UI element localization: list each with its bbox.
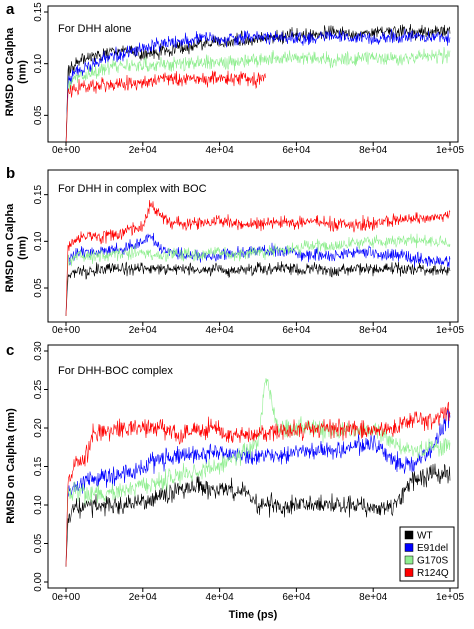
legend-label-g170s: G170S bbox=[417, 556, 448, 567]
x-tick-label-b: 8e+04 bbox=[359, 325, 388, 336]
x-tick-label-c: 8e+04 bbox=[359, 592, 388, 603]
series-line-g170s bbox=[65, 47, 451, 142]
legend-swatch-wt bbox=[404, 530, 414, 540]
y-axis-label-line: RMSD on Calpha (nm) bbox=[5, 408, 17, 524]
y-axis-label-line: RMSD on Calpha bbox=[4, 203, 16, 292]
series-group-c bbox=[65, 378, 451, 567]
y-tick-label-a: 0.10 bbox=[33, 53, 44, 73]
x-tick-label-c: 4e+04 bbox=[206, 592, 235, 603]
x-tick-label-a: 2e+04 bbox=[129, 145, 158, 156]
x-tick-label-b: 0e+00 bbox=[52, 325, 81, 336]
x-tick-label-b: 1e+05 bbox=[436, 325, 465, 336]
legend-swatch-e91del bbox=[404, 543, 414, 552]
series-line-r124q bbox=[65, 199, 451, 317]
y-tick-label-c: 0.10 bbox=[33, 495, 44, 515]
series-line-wt bbox=[65, 23, 451, 142]
y-axis-label-b: RMSD on Calpha(nm) bbox=[4, 203, 29, 292]
series-line-e91del bbox=[65, 232, 451, 317]
y-tick-label-c: 0.30 bbox=[33, 341, 44, 361]
y-tick-label-c: 0.05 bbox=[33, 533, 44, 553]
y-axis-label-a: RMSD on Calpha(nm) bbox=[4, 27, 29, 116]
x-tick-label-c: 2e+04 bbox=[129, 592, 158, 603]
panel-letter-b: b bbox=[6, 165, 15, 182]
legend-swatch-g170s bbox=[404, 555, 414, 565]
panel-letter-c: c bbox=[6, 342, 14, 359]
series-line-wt bbox=[65, 261, 451, 317]
series-group-b bbox=[65, 199, 451, 317]
y-tick-label-a: 0.15 bbox=[33, 2, 44, 22]
chart-panel-c: c For DHH-BOC complex 0.00 0.05 0.10 0.15 0.20… bbox=[5, 341, 464, 621]
legend-label-wt: WT bbox=[417, 531, 433, 542]
series-line-e91del bbox=[65, 28, 451, 142]
y-axis-label-line: (nm) bbox=[17, 236, 29, 260]
series-line-g170s bbox=[65, 233, 451, 317]
y-tick-label-a: 0.05 bbox=[33, 105, 44, 125]
y-tick-label-b: 0.05 bbox=[33, 278, 44, 298]
legend-swatch-r124q bbox=[404, 568, 414, 577]
y-tick-label-c: 0.15 bbox=[33, 456, 44, 476]
x-axis-label-c: Time (ps) bbox=[229, 609, 278, 621]
x-tick-label-c: 1e+05 bbox=[436, 592, 465, 603]
y-tick-label-c: 0.25 bbox=[33, 379, 44, 399]
legend-label-r124q: R124Q bbox=[417, 568, 449, 579]
y-tick-label-c: 0.20 bbox=[33, 418, 44, 438]
legend-label-e91del: E91del bbox=[417, 543, 448, 554]
panel-letter-a: a bbox=[6, 1, 15, 18]
x-tick-label-b: 2e+04 bbox=[129, 325, 158, 336]
y-tick-label-c: 0.00 bbox=[33, 572, 44, 592]
series-line-g170s bbox=[65, 378, 451, 567]
x-tick-label-a: 8e+04 bbox=[359, 145, 388, 156]
series-group-a bbox=[65, 23, 451, 142]
series-line-r124q bbox=[65, 70, 266, 142]
chart-title-c: For DHH-BOC complex bbox=[58, 365, 173, 377]
plot-frame-b bbox=[47, 169, 459, 323]
chart-panel-b: b For DHH in complex with BOC 0.05 0.10 0.15… bbox=[4, 165, 465, 336]
y-tick-label-b: 0.15 bbox=[33, 184, 44, 204]
x-tick-label-c: 0e+00 bbox=[52, 592, 81, 603]
chart-panel-a: a For DHH alone 0.05 0.10 0.15 0e+00 2e+04 4e+0… bbox=[4, 1, 465, 156]
chart-title-a: For DHH alone bbox=[58, 23, 131, 35]
x-tick-label-a: 6e+04 bbox=[282, 145, 311, 156]
series-line-e91del bbox=[65, 409, 451, 567]
x-tick-label-c: 6e+04 bbox=[282, 592, 311, 603]
plot-frame-a bbox=[47, 5, 459, 143]
x-tick-label-a: 0e+00 bbox=[52, 145, 81, 156]
y-tick-label-b: 0.10 bbox=[33, 231, 44, 251]
series-line-wt bbox=[65, 463, 451, 567]
x-tick-label-b: 4e+04 bbox=[206, 325, 235, 336]
y-axis-label-c: RMSD on Calpha (nm) bbox=[5, 408, 17, 524]
x-tick-label-a: 1e+05 bbox=[436, 145, 465, 156]
y-axis-label-line: (nm) bbox=[17, 60, 29, 84]
y-axis-label-line: RMSD on Calpha bbox=[4, 27, 16, 116]
series-line-r124q bbox=[65, 401, 451, 567]
chart-title-b: For DHH in complex with BOC bbox=[58, 183, 207, 195]
x-tick-label-a: 4e+04 bbox=[206, 145, 235, 156]
x-tick-label-b: 6e+04 bbox=[282, 325, 311, 336]
